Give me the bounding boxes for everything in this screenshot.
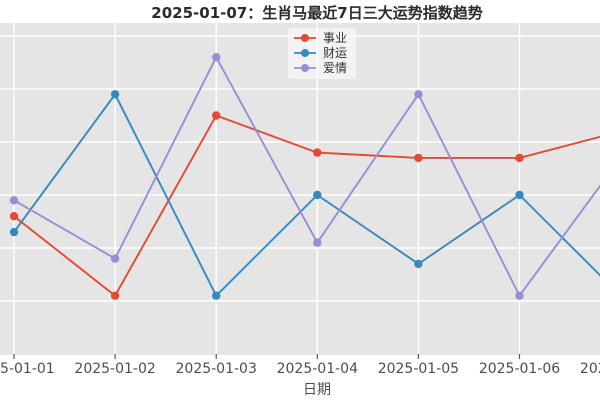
x-tick-label: 2025-01-03	[175, 361, 257, 377]
legend-label: 事业	[323, 31, 348, 45]
data-point-事业	[110, 291, 120, 300]
legend-marker-icon	[294, 64, 316, 72]
x-tick-label: 2025-01-05	[377, 361, 460, 377]
legend: 事业 财运 爱情	[288, 28, 357, 79]
legend-item-事业: 事业	[293, 31, 347, 45]
data-point-财运	[414, 259, 423, 269]
data-point-事业	[9, 212, 19, 221]
legend-label: 财运	[323, 46, 348, 60]
data-point-财运	[110, 90, 120, 99]
x-tick-label: 2025-01-01	[0, 361, 55, 377]
chart-title: 2025-01-07：生肖马最近7日三大运势指数趋势	[151, 4, 483, 22]
data-point-财运	[313, 190, 322, 200]
data-point-爱情	[313, 238, 322, 247]
data-point-财运	[212, 291, 221, 300]
x-tick-label: 2025-01-07	[579, 361, 600, 377]
x-tick-label: 2025-01-06	[478, 361, 561, 377]
data-point-爱情	[515, 291, 524, 300]
data-point-爱情	[110, 254, 120, 263]
legend-label: 爱情	[323, 61, 348, 75]
data-point-事业	[313, 148, 322, 157]
data-point-财运	[9, 227, 19, 237]
data-point-爱情	[9, 196, 19, 205]
x-tick-label: 2025-01-04	[276, 361, 358, 377]
legend-item-财运: 财运	[293, 46, 347, 60]
x-tick-label: 2025-01-02	[74, 361, 156, 377]
x-axis-label: 日期	[303, 382, 331, 398]
data-point-事业	[515, 153, 524, 163]
data-point-事业	[212, 111, 221, 120]
data-point-爱情	[212, 53, 221, 62]
data-point-爱情	[414, 90, 423, 99]
series-line-爱情	[13, 56, 600, 297]
legend-marker-icon	[294, 49, 316, 57]
data-point-事业	[414, 153, 423, 163]
legend-item-爱情: 爱情	[293, 61, 347, 75]
data-point-财运	[515, 190, 524, 200]
legend-marker-icon	[294, 34, 316, 42]
